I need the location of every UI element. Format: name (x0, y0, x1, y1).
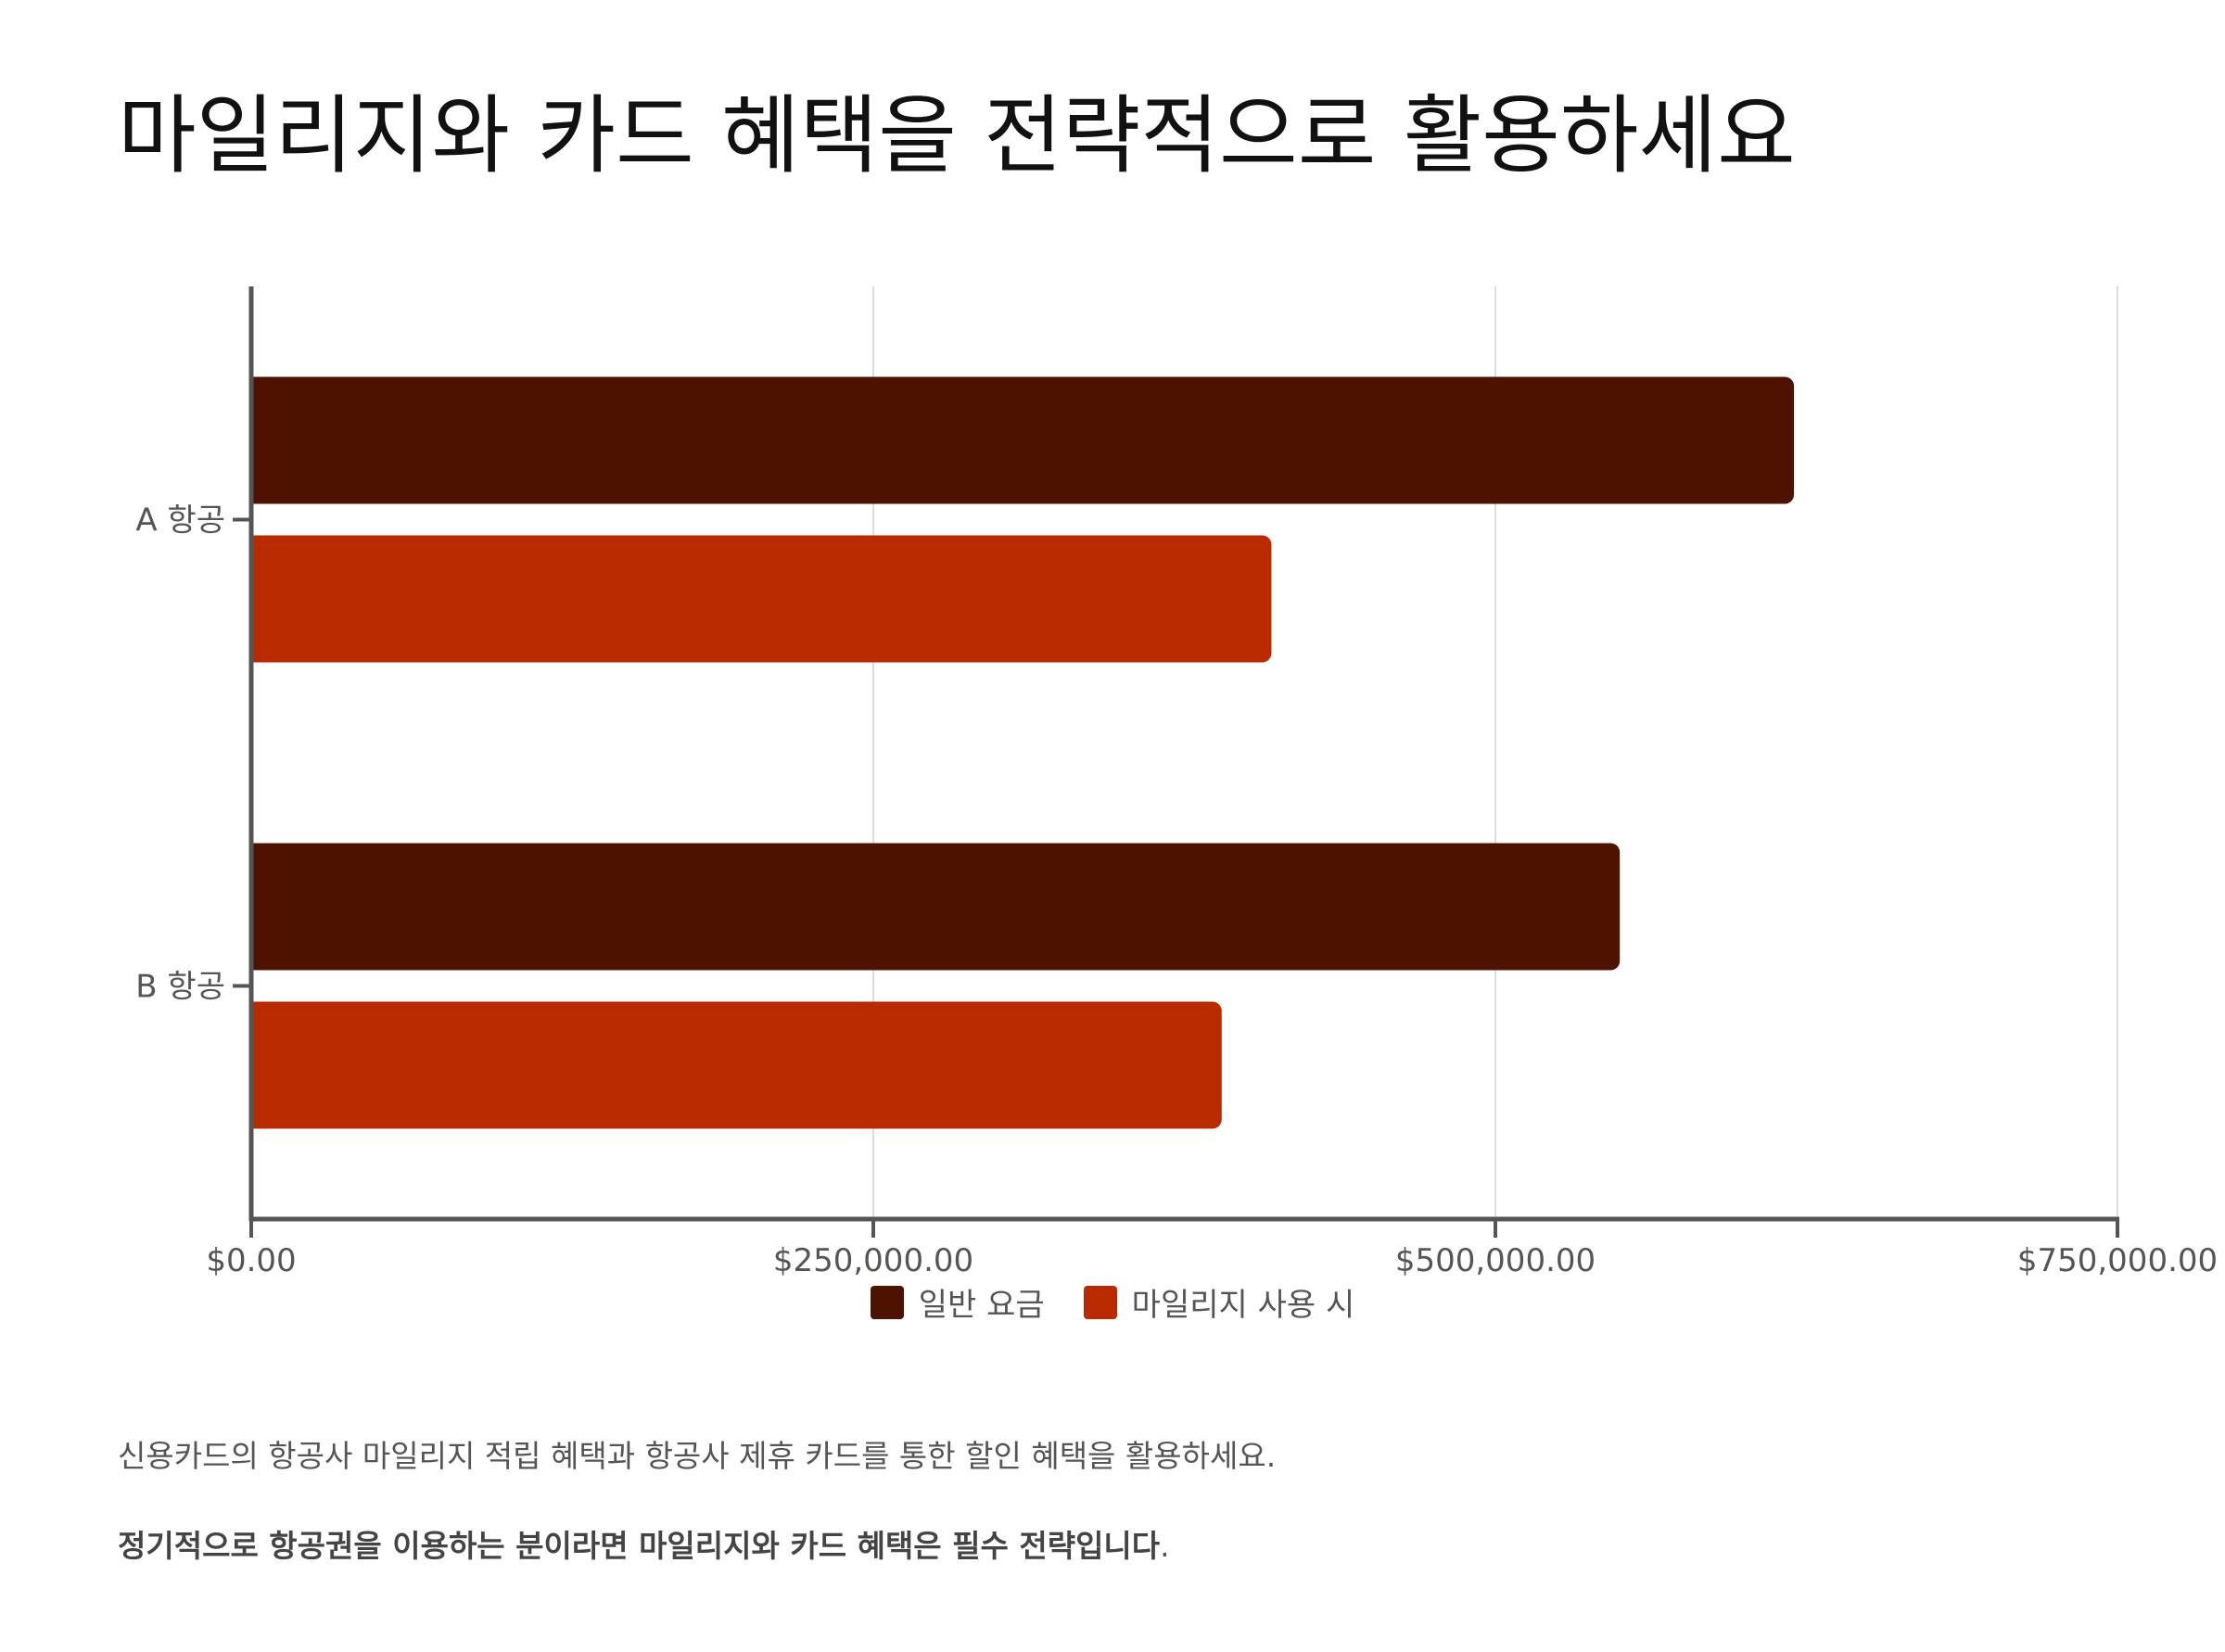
bar-a-series-2 (251, 535, 1272, 663)
y-tick-label: A 항공 (135, 502, 225, 540)
legend-item-mileage: 마일리지 사용 시 (1083, 1279, 1355, 1325)
legend-item-regular-fare: 일반 요금 (870, 1279, 1045, 1325)
bar-b-series-1 (251, 843, 1621, 971)
bar-b-series-2 (251, 1001, 1222, 1129)
x-tick-label: $250,000.00 (773, 1242, 973, 1279)
x-tick-label: $500,000.00 (1395, 1242, 1596, 1279)
legend-swatch-mileage (1083, 1285, 1117, 1319)
x-tick-label: $0.00 (206, 1242, 296, 1279)
note-line-2-tail: . (1160, 1528, 1170, 1564)
x-tick-label: $750,000.00 (2017, 1242, 2218, 1279)
bar-chart: A 항공 B 항공 $0.00 $250,000.00 $500,000.00 $750,… (135, 286, 2218, 1279)
note-line-2: 정기적으로 항공권을 이용하는 분이라면 마일리지와 카드 혜택은 필수 전략입… (118, 1521, 1170, 1566)
legend-label-mileage: 마일리지 사용 시 (1131, 1287, 1355, 1324)
note-line-2-bold: 정기적으로 항공권을 이용하는 분이라면 마일리지와 카드 혜택은 필수 전략입… (118, 1528, 1161, 1564)
legend-label-regular-fare: 일반 요금 (918, 1287, 1045, 1324)
bar-a-series-1 (251, 376, 1795, 504)
chart-legend: 일반 요금 마일리지 사용 시 (0, 1279, 2225, 1325)
legend-swatch-regular-fare (870, 1285, 904, 1319)
y-tick-label: B 항공 (135, 969, 225, 1006)
chart-title: 마일리지와 카드 혜택을 전략적으로 활용하세요 (118, 86, 1796, 185)
note-line-1: 신용카드의 항공사 마일리지 적립 혜택과 항공사 제휴 카드를 통한 할인 혜… (118, 1438, 1277, 1474)
